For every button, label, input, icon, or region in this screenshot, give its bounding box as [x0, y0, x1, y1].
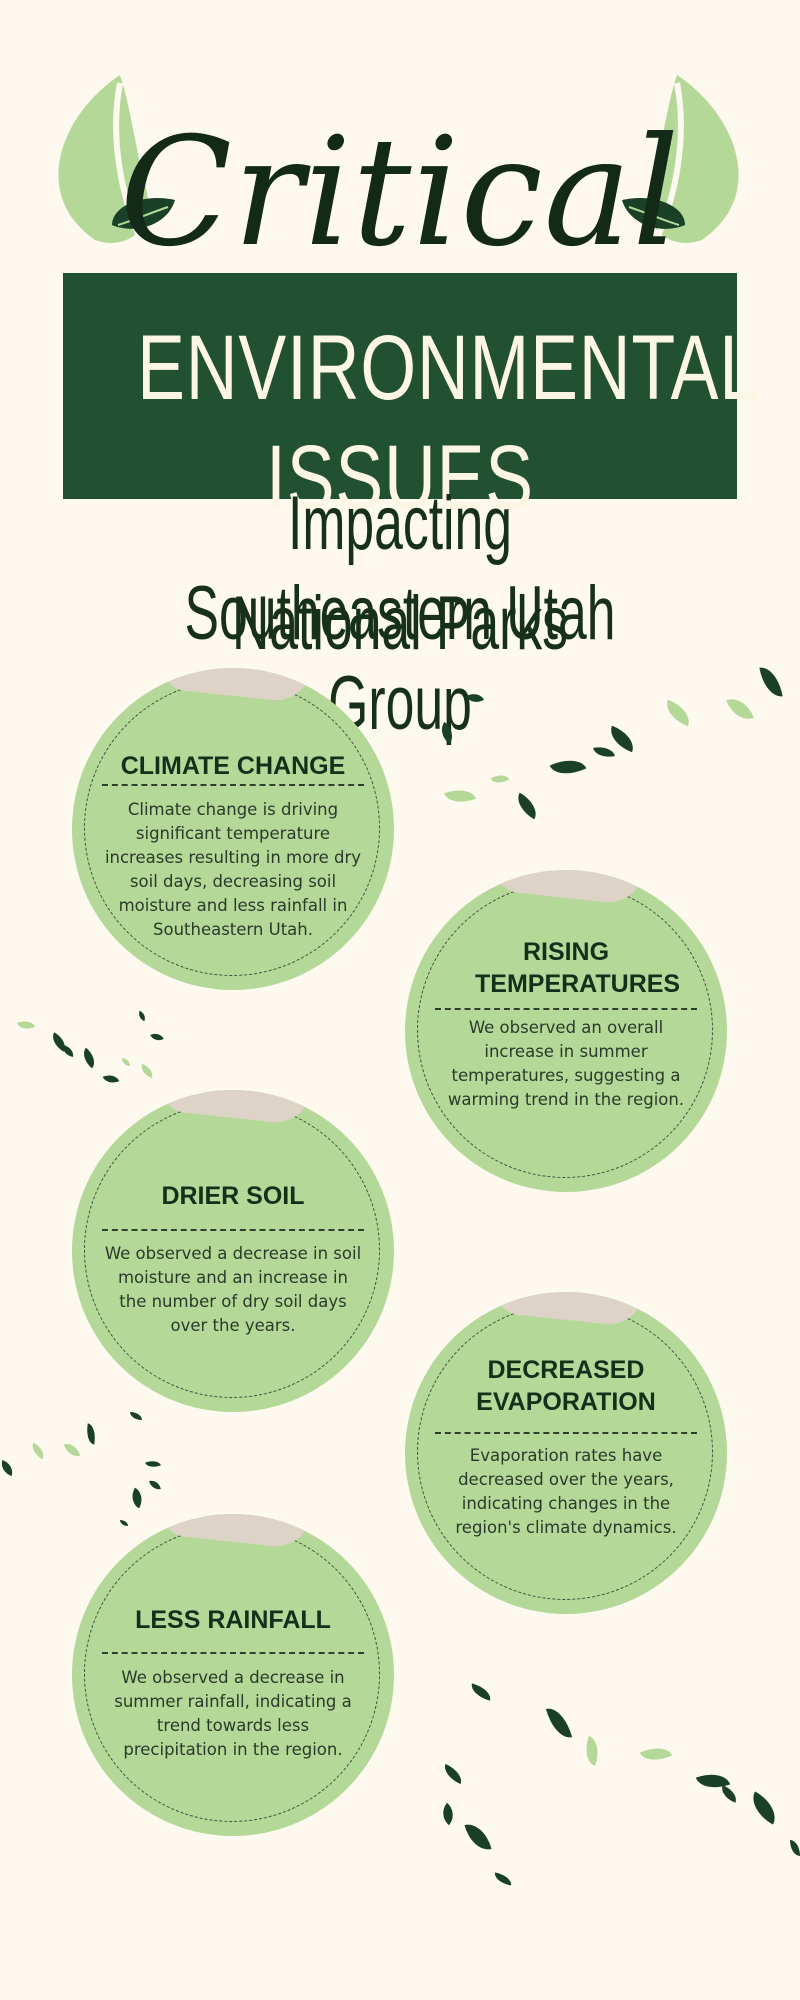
dashed-divider	[102, 1652, 364, 1654]
issue-card-rising-temperatures: RISING TEMPERATURES We observed an overa…	[405, 870, 727, 1192]
leaf-icon	[464, 1819, 492, 1855]
leaf-icon	[726, 693, 754, 725]
issue-title: LESS RAINFALL	[135, 1606, 331, 1634]
issue-title: RISING TEMPERATURES	[475, 938, 681, 998]
leaf-icon	[122, 1058, 130, 1066]
issue-body: We observed a decrease in summer rainfal…	[114, 1668, 352, 1759]
leaf-icon	[718, 1785, 740, 1803]
leaf-icon	[511, 792, 543, 820]
issue-body: Evaporation rates have decreased over th…	[455, 1446, 677, 1537]
leaf-icon	[545, 1704, 573, 1742]
leaf-icon	[61, 1045, 75, 1057]
issue-card-less-rainfall: LESS RAINFALL We observed a decrease in …	[72, 1514, 394, 1836]
dashed-divider	[102, 784, 364, 786]
leaf-icon	[28, 1442, 48, 1460]
dashed-divider	[435, 1432, 697, 1434]
leaf-icon-right	[622, 75, 739, 245]
leaf-icon	[126, 1487, 148, 1509]
issue-card-drier-soil: DRIER SOIL We observed a decrease in soi…	[72, 1090, 394, 1412]
leaf-icon	[138, 1063, 156, 1079]
leaf-icon	[0, 1459, 16, 1477]
leaf-icon	[549, 752, 587, 782]
leaf-icon	[759, 664, 783, 700]
script-title: Critical	[119, 106, 681, 280]
leaf-icon	[639, 1740, 673, 1768]
issue-body: We observed a decrease in soil moisture …	[104, 1244, 362, 1335]
leaf-icon	[130, 1412, 142, 1420]
dashed-divider	[102, 1229, 364, 1231]
leaf-icon	[493, 1872, 513, 1886]
title-banner: ENVIRONMENTAL ISSUES	[63, 273, 759, 529]
issue-title: DRIER SOIL	[161, 1182, 305, 1210]
leaf-icon	[102, 1071, 120, 1087]
leaf-icon	[136, 1010, 148, 1022]
leaf-icon	[84, 1423, 98, 1445]
issue-card-decreased-evaporation: DECREASED EVAPORATION Evaporation rates …	[405, 1292, 727, 1614]
issue-body: Climate change is driving significant te…	[104, 800, 362, 939]
leaf-icon	[440, 1763, 466, 1785]
leaf-icon	[150, 1030, 164, 1044]
leaf-icon	[120, 1520, 128, 1526]
leaf-icon	[790, 1840, 800, 1856]
issue-title: DECREASED EVAPORATION	[476, 1356, 656, 1416]
dashed-divider	[435, 1008, 697, 1010]
leaf-icon	[745, 1791, 783, 1825]
leaf-icon	[436, 1802, 460, 1826]
leaf-icon	[63, 1440, 81, 1460]
leaf-icon	[78, 1047, 100, 1069]
issue-title: CLIMATE CHANGE	[120, 752, 346, 780]
leaf-icon	[16, 1017, 36, 1033]
issue-body: We observed an overall increase in summe…	[447, 1018, 685, 1109]
leaf-icon	[145, 1457, 161, 1471]
banner-title: ENVIRONMENTAL ISSUES	[137, 317, 760, 529]
leaf-icon	[444, 783, 476, 809]
leaf-icon	[149, 1479, 161, 1491]
leaf-icon-left	[58, 75, 175, 245]
issue-card-climate-change: CLIMATE CHANGE Climate change is driving…	[72, 668, 394, 990]
leaf-icon	[580, 1736, 604, 1766]
leaf-icon	[490, 770, 510, 788]
subtitle-line-2: National Parks	[231, 581, 569, 666]
leaf-icon	[468, 1683, 494, 1701]
